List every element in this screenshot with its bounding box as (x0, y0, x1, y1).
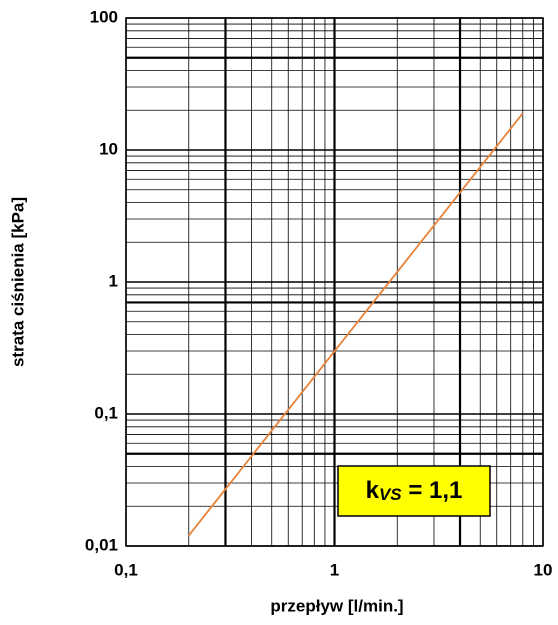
y-axis-label: strata ciśnienia [kPa] (8, 197, 27, 367)
x-axis-label: przepływ [l/min.] (270, 596, 403, 615)
x-tick-label: 1 (330, 560, 339, 579)
x-tick-label: 10 (534, 560, 553, 579)
annotation-k: k (366, 477, 380, 504)
plot-frame (125, 17, 544, 547)
data-line (188, 112, 524, 537)
y-tick-label: 0,01 (85, 535, 118, 554)
annotation-box (337, 465, 491, 517)
annotation-suffix: = 1,1 (402, 477, 463, 504)
annotation-subscript: VS (379, 485, 402, 504)
annotation-text: kVS = 1,1 (366, 477, 463, 504)
y-tick-label: 0,1 (94, 403, 118, 422)
y-tick-label: 1 (109, 271, 118, 290)
y-tick-label: 100 (90, 7, 118, 26)
y-tick-label: 10 (99, 139, 118, 158)
x-tick-label: 0,1 (114, 560, 138, 579)
